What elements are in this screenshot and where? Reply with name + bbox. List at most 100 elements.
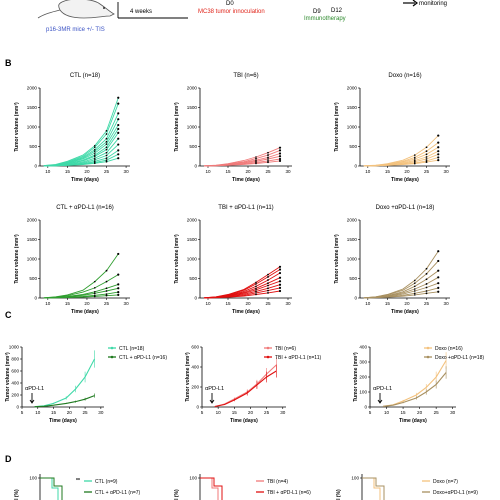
- end-point: [278, 157, 282, 161]
- x-tick-label: 30: [444, 301, 450, 306]
- y-tick-label: 1000: [27, 257, 38, 262]
- survival-curve: [40, 477, 59, 500]
- annotation-arrowhead: [377, 399, 383, 404]
- x-tick-label: 25: [83, 410, 89, 415]
- end-point: [278, 271, 282, 275]
- x-tick-label: 25: [104, 169, 110, 174]
- survival-curve: [200, 477, 223, 500]
- y-tick-label: 500: [189, 144, 197, 149]
- end-point: [437, 146, 440, 149]
- y-tick-label: 800: [11, 357, 19, 362]
- x-tick-label: 25: [264, 410, 270, 415]
- y-tick-label: 500: [29, 144, 37, 149]
- data-point: [105, 159, 108, 162]
- data-point: [267, 161, 269, 164]
- legend-marker: [426, 346, 430, 350]
- data-point: [93, 292, 96, 295]
- x-axis-label: Time (days): [71, 309, 99, 315]
- chart-3: CTL + αPD-L1 (n=16) 0 500 1000 1500 2000 10 15 2…: [14, 205, 130, 315]
- end-point: [437, 156, 440, 159]
- chart-8: 0 100 200 300 400 5 10 15 20 25 30 Time (days) Tumor…: [353, 345, 484, 424]
- legend-label: CTL + αPD-L1 (n=16): [119, 355, 167, 361]
- end-point: [278, 268, 282, 271]
- end-point: [117, 96, 120, 99]
- data-point: [425, 286, 428, 289]
- data-point: [105, 294, 108, 297]
- d12-label: D12: [331, 8, 343, 14]
- y-tick-label: 400: [11, 381, 19, 386]
- immunotherapy-label: Immunotherapy: [304, 16, 346, 22]
- series-line: [383, 372, 447, 407]
- data-point: [425, 153, 428, 156]
- x-tick-label: 20: [245, 169, 251, 174]
- y-tick-label: 1500: [27, 237, 38, 242]
- y-tick-label: 600: [11, 369, 19, 374]
- data-point: [413, 158, 416, 160]
- x-tick-label: 10: [365, 301, 371, 306]
- y-tick-label: 2000: [187, 218, 198, 223]
- legend-label: CTL + αPD-L1 (n=7): [95, 490, 141, 496]
- data-point: [255, 156, 257, 158]
- legend-label: TBI (n=4): [267, 479, 288, 485]
- data-point: [105, 280, 108, 283]
- end-point: [278, 280, 282, 283]
- end-point: [117, 123, 120, 127]
- monitoring-arrowhead: [412, 0, 418, 7]
- y-tick-label: 2000: [187, 86, 198, 91]
- data-point: [267, 151, 269, 154]
- x-tick-label: 15: [65, 169, 71, 174]
- x-tick-label: 5: [201, 410, 204, 415]
- data-point: [267, 154, 269, 156]
- data-point: [413, 288, 416, 290]
- data-point: [93, 154, 96, 156]
- y-tick-label: 0: [34, 164, 37, 169]
- y-tick-label: 500: [349, 276, 357, 281]
- x-tick-label: 20: [248, 410, 254, 415]
- data-point: [105, 269, 108, 272]
- end-point: [437, 282, 440, 285]
- y-axis-label: al (%): [14, 489, 20, 500]
- x-tick-label: 30: [98, 410, 104, 415]
- data-point: [255, 283, 257, 285]
- y-tick-label: 2000: [27, 218, 38, 223]
- x-tick-label: 15: [385, 301, 391, 306]
- data-point: [105, 157, 108, 160]
- end-point: [278, 265, 282, 268]
- x-tick-label: 20: [417, 410, 423, 415]
- data-point: [425, 283, 428, 285]
- survival-panel-1: 100 al (%) TBI (n=4) TBI + αPD-L1 (n=6): [174, 474, 311, 500]
- chart-title: TBI + αPD-L1 (n=11): [218, 205, 273, 211]
- end-point: [117, 102, 120, 105]
- x-tick-label: 25: [104, 301, 110, 306]
- data-point: [255, 281, 257, 284]
- data-point: [267, 282, 269, 285]
- chart-2: Doxo (n=16) 0 500 1000 1500 2000 10 15 20 25 30 Tim…: [334, 73, 450, 183]
- treatment-annotation: αPD-L1: [25, 386, 44, 392]
- data-point: [267, 284, 269, 287]
- y-tick-label: 1000: [187, 125, 198, 130]
- y-tick-label: 500: [189, 276, 197, 281]
- data-point: [93, 295, 96, 298]
- x-tick-label: 20: [404, 301, 410, 306]
- x-axis-label: Time (days): [399, 418, 427, 424]
- end-point: [278, 159, 282, 163]
- y-tick-label: 0: [194, 296, 197, 301]
- x-tick-label: 5: [21, 410, 24, 415]
- end-point: [117, 127, 120, 131]
- x-tick-label: 30: [280, 410, 286, 415]
- x-tick-label: 15: [65, 301, 71, 306]
- data-point: [425, 158, 428, 160]
- data-point: [105, 146, 108, 149]
- legend-marker: [110, 355, 114, 359]
- weeks-label: 4 weeks: [130, 9, 152, 15]
- series-line: [214, 364, 277, 408]
- end-point: [117, 112, 120, 115]
- x-tick-label: 10: [384, 410, 390, 415]
- data-point: [105, 293, 108, 295]
- y-tick-label: 1000: [347, 257, 358, 262]
- x-tick-label: 20: [67, 410, 73, 415]
- data-point: [267, 279, 269, 281]
- end-point: [437, 153, 440, 156]
- annotation-arrowhead: [209, 399, 215, 404]
